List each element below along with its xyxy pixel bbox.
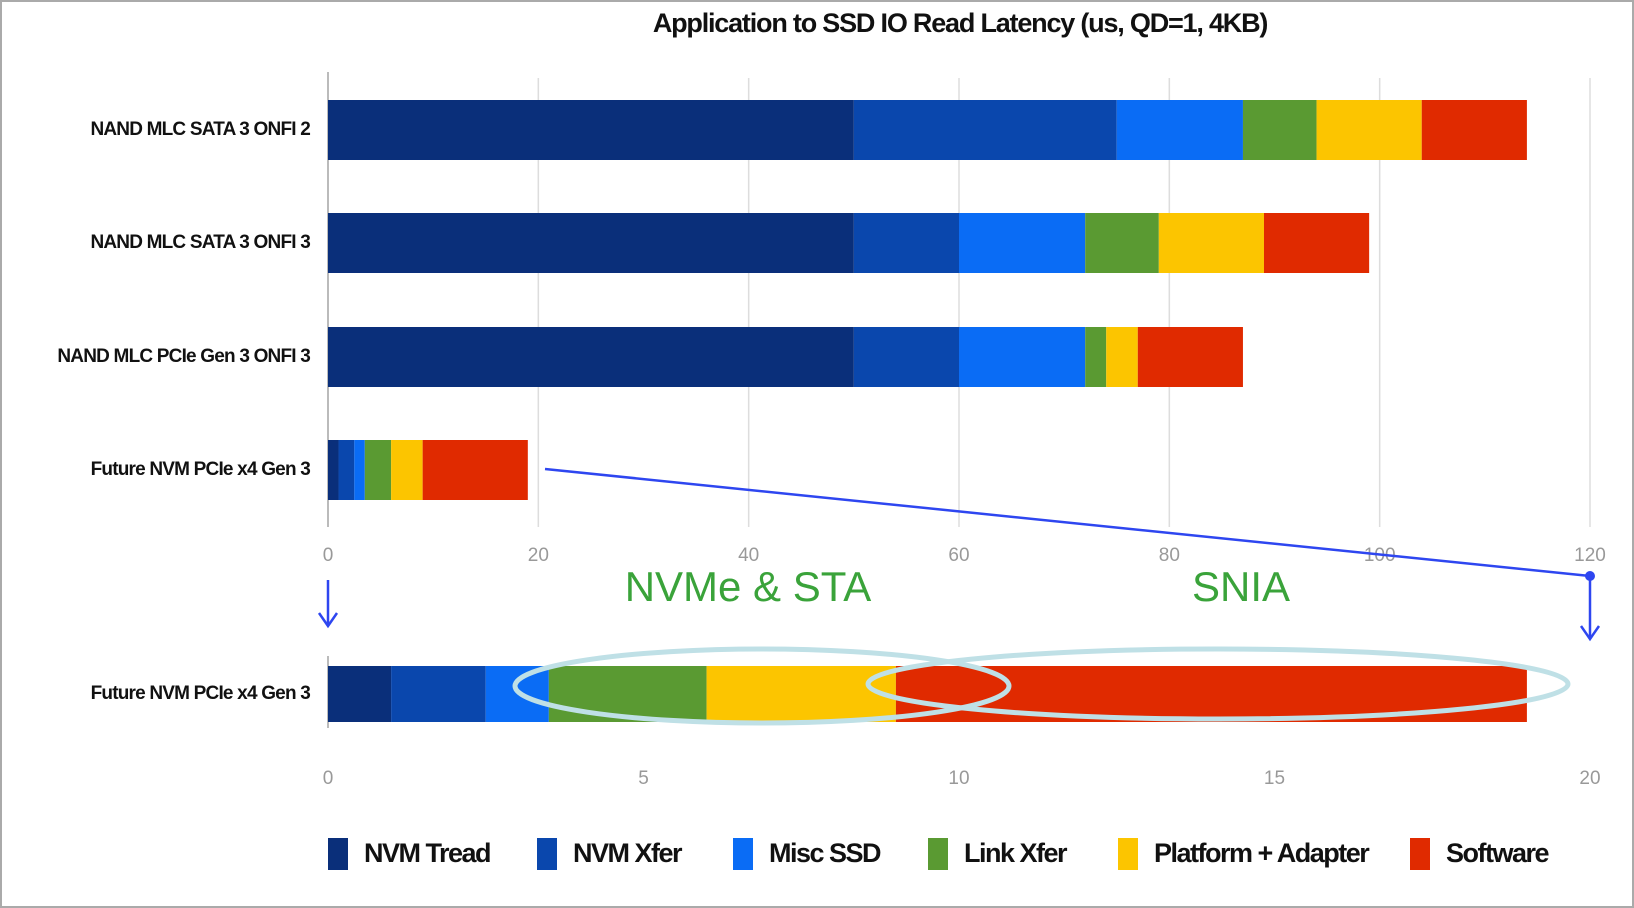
bar-segment (853, 213, 959, 273)
x-tick-label: 60 (948, 545, 969, 566)
bar-segment (1116, 100, 1243, 160)
bar-segment (391, 440, 423, 500)
highlight-ellipse (865, 646, 1571, 722)
legend-label: Link Xfer (964, 838, 1068, 868)
bar-segment (1158, 213, 1264, 273)
legend-label: NVM Xfer (573, 838, 683, 868)
category-label: NAND MLC SATA 3 ONFI 3 (90, 232, 310, 253)
x-tick-label: 20 (528, 545, 549, 566)
bar-segment (1242, 100, 1317, 160)
legend-label: NVM Tread (364, 838, 490, 868)
legend-swatch (328, 838, 348, 870)
bar-segment (328, 213, 854, 273)
x-tick-label: 10 (948, 768, 969, 789)
x-tick-label: 120 (1574, 545, 1606, 566)
category-label: NAND MLC PCIe Gen 3 ONFI 3 (57, 346, 310, 367)
bar-segment (1263, 213, 1370, 273)
x-tick-label: 80 (1159, 545, 1180, 566)
bar-segment (853, 327, 959, 387)
x-tick-label: 0 (323, 545, 334, 566)
bar-segment (1137, 327, 1243, 387)
bar-segment (422, 440, 528, 500)
overlay: NVMe & STA SNIA (512, 563, 1571, 726)
annotation: NVMe & STA (625, 563, 872, 610)
x-tick-label: 0 (323, 768, 334, 789)
bar-segment (1316, 100, 1422, 160)
x-tick-label: 20 (1579, 768, 1600, 789)
bar-segment (706, 666, 896, 722)
bar-segment (328, 327, 854, 387)
x-tick-label: 5 (638, 768, 649, 789)
bar-segment (391, 666, 486, 722)
legend-swatch (537, 838, 557, 870)
bar-segment (1085, 213, 1159, 273)
legend-swatch (1410, 838, 1430, 870)
bar-segment (354, 440, 365, 500)
bar-segment (959, 213, 1086, 273)
zoom-line (544, 467, 1591, 578)
bar-segment (1421, 100, 1527, 160)
highlight-ellipse (512, 646, 1012, 726)
bar-segment (1106, 327, 1138, 387)
bar-segment (328, 440, 339, 500)
legend-label: Misc SSD (769, 838, 881, 868)
zoom-arrows (317, 578, 1601, 642)
bar-segment (364, 440, 392, 500)
category-label: Future NVM PCIe x4 Gen 3 (91, 459, 311, 480)
legend-swatch (928, 838, 948, 870)
x-tick-label: 40 (738, 545, 759, 566)
bar-segment (328, 100, 854, 160)
bar-segment (1085, 327, 1107, 387)
bar-segment (548, 666, 707, 722)
legend-label: Software (1446, 838, 1550, 868)
legend-label: Platform + Adapter (1154, 838, 1370, 868)
x-tick-label: 15 (1264, 768, 1285, 789)
legend-swatch (1118, 838, 1138, 870)
zoom-dot (1585, 571, 1595, 581)
chart-title: Application to SSD IO Read Latency (us, … (653, 8, 1268, 38)
bar-segment (338, 440, 355, 500)
category-label: NAND MLC SATA 3 ONFI 2 (90, 119, 310, 140)
bar-segment (328, 666, 392, 722)
legend-swatch (733, 838, 753, 870)
annotation: SNIA (1192, 563, 1290, 610)
category-label: Future NVM PCIe x4 Gen 3 (91, 683, 311, 704)
bar-segment (959, 327, 1086, 387)
bar-segment (853, 100, 1117, 160)
